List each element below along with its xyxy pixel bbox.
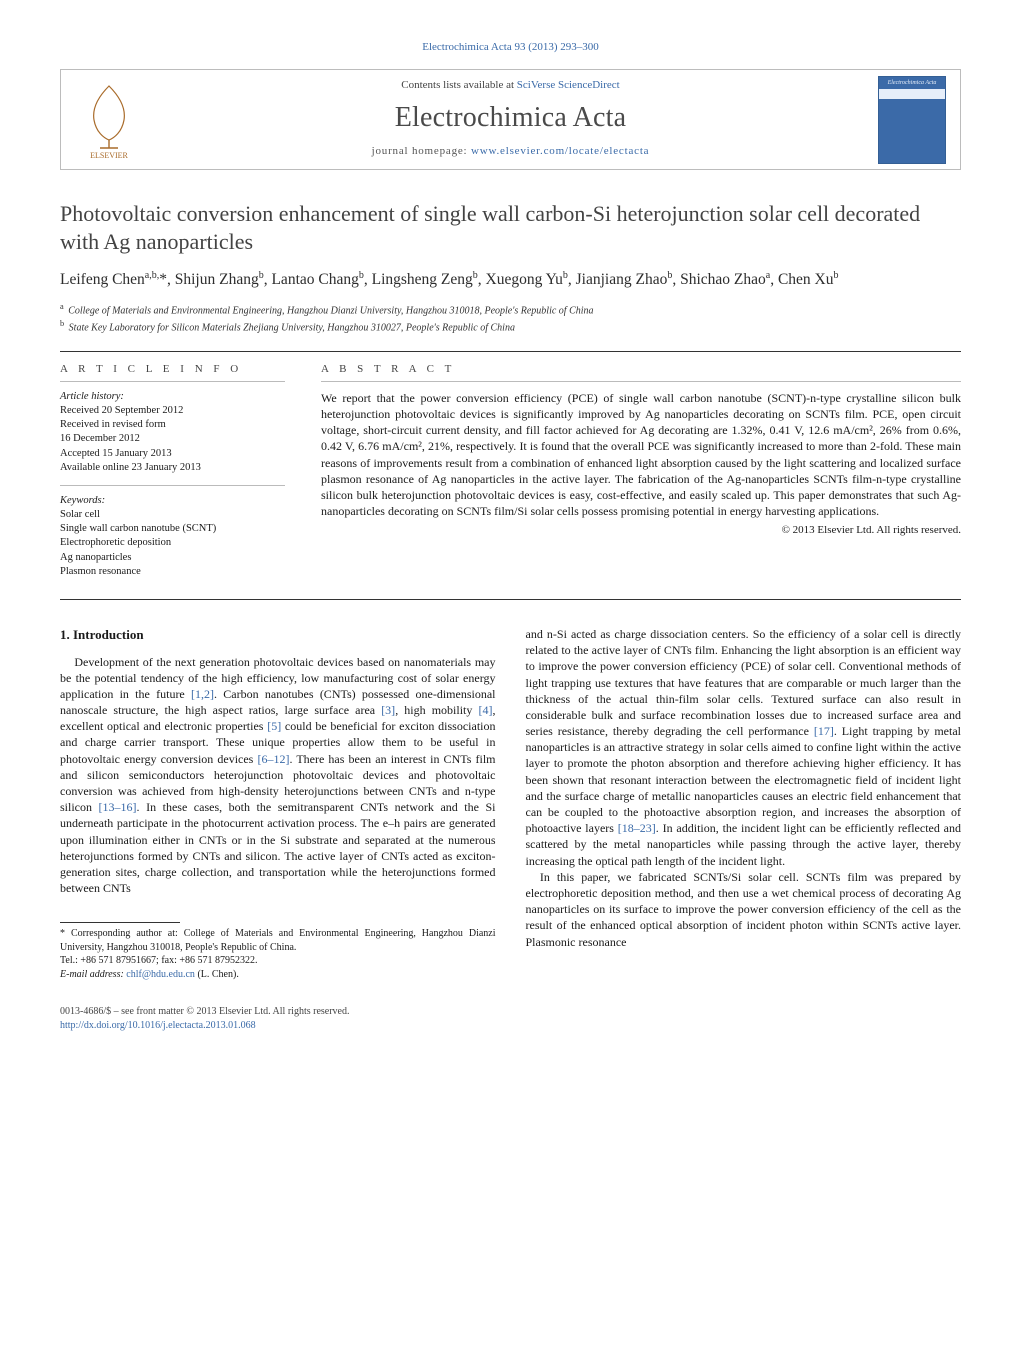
- ref-link[interactable]: [1,2]: [191, 687, 214, 701]
- ref-link[interactable]: [13–16]: [99, 800, 137, 814]
- contents-prefix: Contents lists available at: [401, 79, 516, 91]
- body-col-left: 1. Introduction Development of the next …: [60, 626, 496, 1032]
- article-history: Article history: Received 20 September 2…: [60, 390, 285, 475]
- keyword: Plasmon resonance: [60, 565, 285, 579]
- abstract-text: We report that the power conversion effi…: [321, 390, 961, 520]
- keyword: Electrophoretic deposition: [60, 536, 285, 550]
- email-link[interactable]: chlf@hdu.edu.cn: [126, 969, 195, 980]
- rule-bottom: [60, 599, 961, 600]
- section-heading: 1. Introduction: [60, 626, 496, 644]
- ref-link[interactable]: [5]: [267, 719, 281, 733]
- intro-para-1-cont: and n-Si acted as charge dissociation ce…: [526, 626, 962, 869]
- affiliation: a College of Materials and Environmental…: [60, 301, 961, 318]
- footer-bar: 0013-4686/$ – see front matter © 2013 El…: [60, 1005, 496, 1032]
- email-author: (L. Chen).: [197, 969, 238, 980]
- keywords-label: Keywords:: [60, 495, 105, 506]
- journal-title: Electrochimica Acta: [161, 99, 860, 137]
- affiliations: a College of Materials and Environmental…: [60, 301, 961, 335]
- history-line: 16 December 2012: [60, 432, 285, 446]
- info-rule-2: [60, 485, 285, 486]
- rule-top: [60, 351, 961, 352]
- ref-link[interactable]: [18–23]: [618, 821, 656, 835]
- body-columns: 1. Introduction Development of the next …: [60, 626, 961, 1032]
- ref-link[interactable]: [4]: [478, 703, 492, 717]
- email-line: E-mail address: chlf@hdu.edu.cn (L. Chen…: [60, 968, 496, 982]
- article-info-heading: A R T I C L E I N F O: [60, 362, 285, 377]
- intro-para-2: In this paper, we fabricated SCNTs/Si so…: [526, 869, 962, 950]
- homepage-prefix: journal homepage:: [372, 145, 471, 157]
- journal-header-center: Contents lists available at SciVerse Sci…: [157, 70, 864, 169]
- journal-header: ELSEVIER Contents lists available at Sci…: [60, 69, 961, 170]
- footnote-rule: [60, 922, 180, 923]
- doi-link[interactable]: http://dx.doi.org/10.1016/j.electacta.20…: [60, 1020, 256, 1031]
- publisher-logo-text: ELSEVIER: [90, 151, 128, 160]
- email-label: E-mail address:: [60, 969, 126, 980]
- info-rule-1: [60, 381, 285, 382]
- keyword: Solar cell: [60, 508, 285, 522]
- keywords-block: Keywords: Solar cellSingle wall carbon n…: [60, 494, 285, 579]
- running-head: Electrochimica Acta 93 (2013) 293–300: [60, 40, 961, 55]
- running-head-link[interactable]: Electrochimica Acta 93 (2013) 293–300: [422, 41, 599, 53]
- history-line: Accepted 15 January 2013: [60, 447, 285, 461]
- homepage-line: journal homepage: www.elsevier.com/locat…: [161, 144, 860, 159]
- history-line: Received in revised form: [60, 418, 285, 432]
- elsevier-tree-icon: ELSEVIER: [74, 80, 144, 160]
- abs-rule: [321, 381, 961, 382]
- contents-line: Contents lists available at SciVerse Sci…: [161, 78, 860, 93]
- ref-link[interactable]: [6–12]: [257, 752, 289, 766]
- intro-para-1: Development of the next generation photo…: [60, 654, 496, 897]
- cover-thumb-label: Electrochimica Acta: [879, 79, 945, 87]
- journal-cover-thumb: Electrochimica Acta: [864, 70, 960, 169]
- article-info-col: A R T I C L E I N F O Article history: R…: [60, 362, 285, 589]
- ref-link[interactable]: [17]: [814, 724, 834, 738]
- authors: Leifeng Chena,b,*, Shijun Zhangb, Lantao…: [60, 269, 961, 291]
- ref-link[interactable]: [3]: [381, 703, 395, 717]
- sciencedirect-link[interactable]: SciVerse ScienceDirect: [517, 79, 620, 91]
- cover-thumb-icon: Electrochimica Acta: [878, 76, 946, 164]
- corresponding-author: * Corresponding author at: College of Ma…: [60, 927, 496, 954]
- abstract-heading: A B S T R A C T: [321, 362, 961, 377]
- abstract-copyright: © 2013 Elsevier Ltd. All rights reserved…: [321, 523, 961, 538]
- history-line: Available online 23 January 2013: [60, 461, 285, 475]
- homepage-link[interactable]: www.elsevier.com/locate/electacta: [471, 145, 649, 157]
- keyword: Ag nanoparticles: [60, 551, 285, 565]
- affiliation: b State Key Laboratory for Silicon Mater…: [60, 318, 961, 335]
- history-line: Received 20 September 2012: [60, 404, 285, 418]
- publisher-logo: ELSEVIER: [61, 70, 157, 169]
- keyword: Single wall carbon nanotube (SCNT): [60, 522, 285, 536]
- issn-line: 0013-4686/$ – see front matter © 2013 El…: [60, 1005, 496, 1019]
- article-title: Photovoltaic conversion enhancement of s…: [60, 200, 961, 255]
- body-col-right: and n-Si acted as charge dissociation ce…: [526, 626, 962, 1032]
- abstract-col: A B S T R A C T We report that the power…: [321, 362, 961, 589]
- tel-fax: Tel.: +86 571 87951667; fax: +86 571 879…: [60, 954, 496, 968]
- history-label: Article history:: [60, 391, 124, 402]
- info-abstract-row: A R T I C L E I N F O Article history: R…: [60, 362, 961, 589]
- footnotes: * Corresponding author at: College of Ma…: [60, 922, 496, 981]
